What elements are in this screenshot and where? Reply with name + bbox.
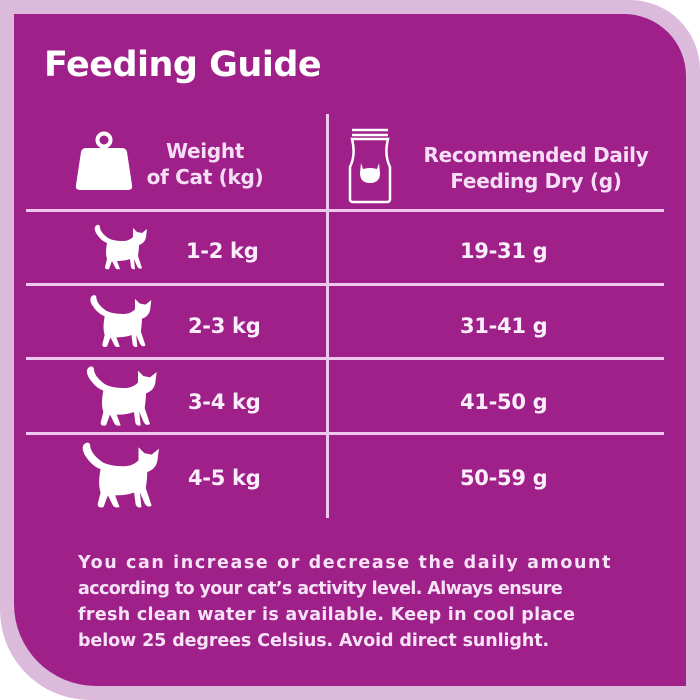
feeding-header-line2: Feeding Dry (g): [450, 169, 622, 193]
weight-value: 3-4 kg: [188, 390, 261, 414]
column-divider: [326, 114, 329, 518]
weight-value: 2-3 kg: [188, 314, 261, 338]
feeding-guide-panel: [14, 14, 686, 686]
page-title: Feeding Guide: [44, 45, 322, 85]
note-line: You can increase or decrease the daily a…: [78, 553, 613, 573]
amount-value: 41-50 g: [460, 390, 548, 414]
feeding-column-header: Recommended Daily Feeding Dry (g): [405, 142, 667, 194]
weight-icon: [75, 131, 133, 190]
amount-value: 19-31 g: [460, 239, 548, 263]
feeding-note: You can increase or decrease the daily a…: [78, 550, 638, 654]
weight-header-line2: of Cat (kg): [146, 165, 264, 189]
weight-column-header: Weight of Cat (kg): [140, 138, 270, 190]
weight-value: 1-2 kg: [186, 239, 259, 263]
weight-header-line1: Weight: [165, 139, 245, 163]
note-line: below 25 degrees Celsius. Avoid direct s…: [78, 631, 550, 651]
cat-icon: [90, 295, 152, 347]
note-line: fresh clean water is available. Keep in …: [78, 605, 576, 625]
row-divider: [26, 357, 664, 360]
amount-value: 50-59 g: [460, 466, 548, 490]
cat-icon: [86, 366, 157, 426]
amount-value: 31-41 g: [460, 314, 548, 338]
food-bag-icon: [348, 128, 392, 204]
weight-value: 4-5 kg: [188, 466, 261, 490]
row-divider: [26, 432, 664, 435]
row-divider: [26, 283, 664, 286]
row-divider: [26, 209, 664, 212]
feeding-header-line1: Recommended Daily: [423, 143, 649, 167]
cat-icon: [82, 442, 159, 508]
note-line: according to your cat’s activity level. …: [78, 579, 563, 599]
cat-icon: [94, 224, 147, 270]
